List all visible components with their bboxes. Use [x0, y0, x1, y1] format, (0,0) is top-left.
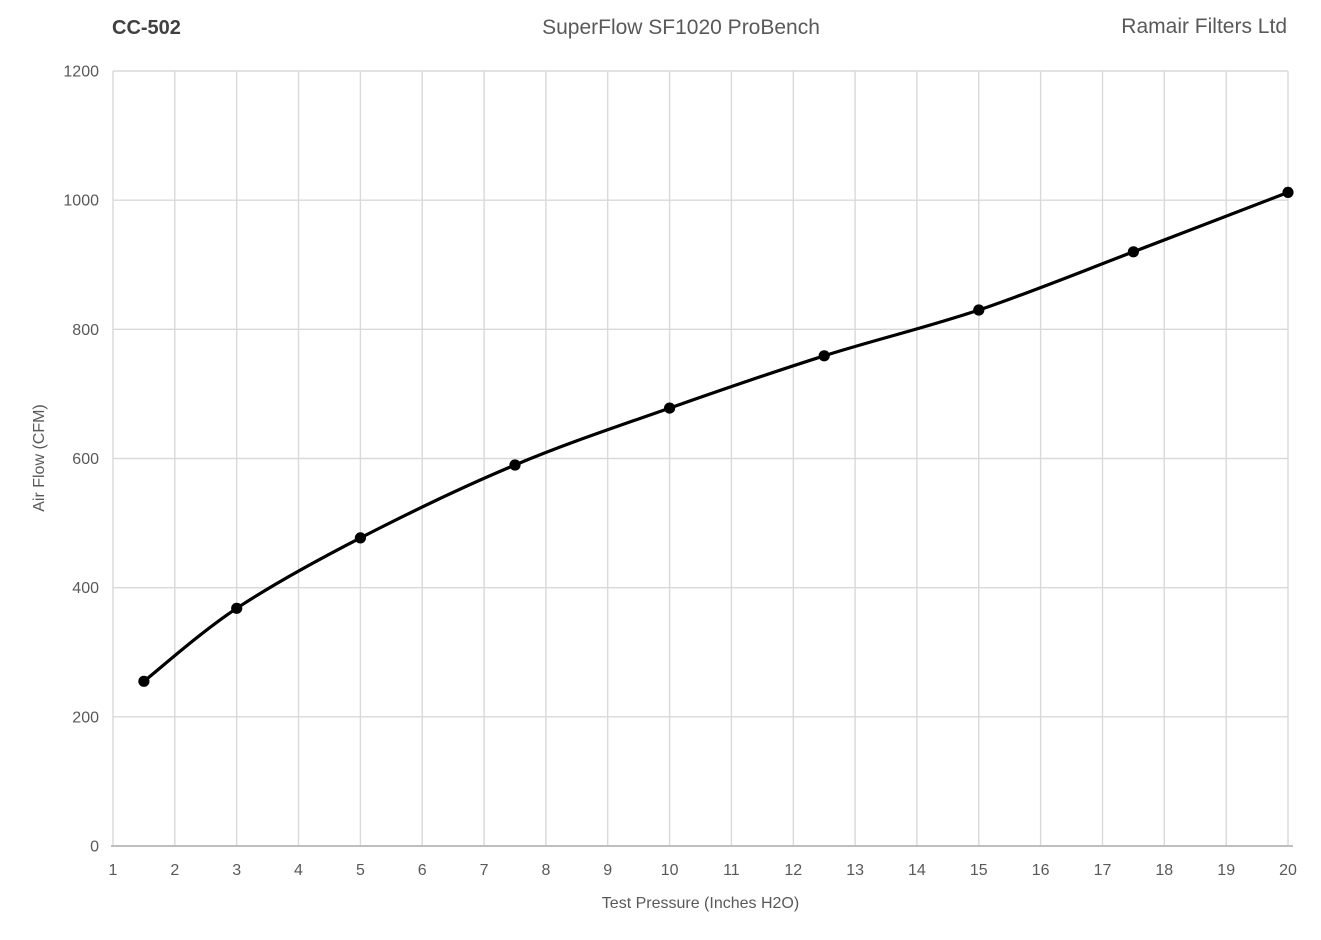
data-point-marker [1282, 186, 1294, 198]
data-point-marker [818, 350, 830, 362]
y-tick-label: 600 [72, 451, 99, 468]
data-point-marker [973, 304, 985, 316]
data-point-marker [354, 532, 366, 544]
y-tick-label: 1000 [63, 193, 99, 210]
x-tick-label: 7 [480, 862, 489, 879]
data-point-marker [231, 602, 243, 614]
x-tick-label: 13 [846, 862, 864, 879]
y-axis-title: Air Flow (CFM) [31, 404, 48, 512]
x-tick-label: 20 [1279, 862, 1297, 879]
data-point-marker [664, 402, 676, 414]
x-tick-label: 1 [109, 862, 118, 879]
x-tick-label: 12 [784, 862, 802, 879]
x-tick-label: 3 [232, 862, 241, 879]
y-tick-label: 800 [72, 322, 99, 339]
x-tick-label: 4 [294, 862, 303, 879]
series-line [142, 190, 1290, 683]
x-tick-label: 10 [661, 862, 679, 879]
x-tick-label: 17 [1094, 862, 1112, 879]
x-tick-label: 9 [603, 862, 612, 879]
x-tick-label: 6 [418, 862, 427, 879]
y-tick-label: 0 [90, 839, 99, 856]
y-tick-label: 400 [72, 580, 99, 597]
x-axis-title: Test Pressure (Inches H2O) [601, 895, 800, 912]
x-tick-label: 18 [1155, 862, 1173, 879]
data-point-marker [1127, 246, 1139, 258]
x-tick-label: 16 [1032, 862, 1050, 879]
data-point-marker [509, 459, 521, 471]
x-tick-label: 11 [723, 862, 740, 879]
chart-title-bench-name: SuperFlow SF1020 ProBench [542, 16, 820, 39]
chart-title-company-name: Ramair Filters Ltd [1121, 15, 1287, 38]
x-tick-label: 2 [170, 862, 179, 879]
data-point-marker [138, 675, 150, 687]
x-tick-label: 14 [908, 862, 926, 879]
chart-title-part-number: CC-502 [112, 17, 181, 39]
x-tick-label: 8 [541, 862, 550, 879]
x-tick-label: 19 [1217, 862, 1235, 879]
x-tick-label: 5 [356, 862, 365, 879]
y-tick-label: 200 [72, 709, 99, 726]
x-tick-label: 15 [970, 862, 988, 879]
y-tick-label: 1200 [63, 64, 99, 81]
